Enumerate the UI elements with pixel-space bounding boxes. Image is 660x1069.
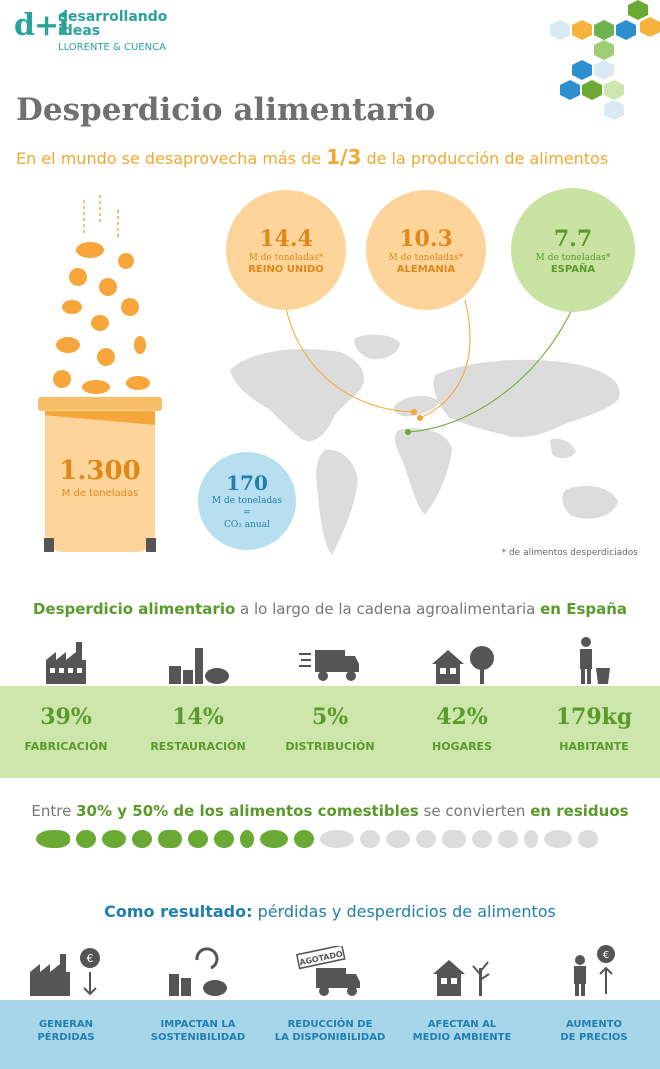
- factory-icon: [0, 636, 132, 686]
- fish-icon: [320, 830, 354, 848]
- food-icons-row: [36, 830, 598, 848]
- tomato-icon: [294, 830, 314, 848]
- food-service-icon: [132, 636, 264, 686]
- pear-icon: [240, 830, 254, 848]
- bin-wheel: [146, 538, 156, 552]
- bubble-espana: 7.7 M de toneladas* ESPAÑA: [511, 188, 635, 312]
- effect-icons: € AGOTADO €: [0, 945, 660, 998]
- bin-wheel: [44, 538, 54, 552]
- bubble-reino-unido: 14.4 M de toneladas* REINO UNIDO: [226, 190, 346, 310]
- recycle-icon: [132, 947, 264, 998]
- logo-subtitle: LLORENTE & CUENCA: [58, 42, 166, 53]
- result-title: Como resultado: pérdidas y desperdicios …: [104, 902, 556, 921]
- hexagon-decoration: [550, 0, 660, 120]
- meat-icon: [260, 830, 288, 848]
- truck-icon: [264, 636, 396, 686]
- effect-disponibilidad: REDUCCIÓN DE LA DISPONIBILIDAD: [274, 1019, 386, 1043]
- bubble-co2: 170 M de toneladas = CO₂ anual: [198, 452, 296, 550]
- chicken-icon: [188, 830, 208, 848]
- apple-icon: [76, 830, 96, 848]
- effect-perdidas: GENERAN PÉRDIDAS: [37, 1019, 95, 1043]
- environment-icon: [396, 948, 528, 998]
- tomato-icon: [578, 830, 598, 848]
- stat-fabricacion: 39% FABRICACIÓN: [24, 704, 108, 753]
- chain-title: Desperdicio alimentario a lo largo de la…: [32, 600, 628, 618]
- effect-medio-ambiente: AFECTAN AL MEDIO AMBIENTE: [412, 1019, 512, 1043]
- pear-icon: [524, 830, 538, 848]
- lemon-icon: [416, 830, 436, 848]
- subtitle: En el mundo se desaprovecha más de 1/3 d…: [16, 145, 609, 169]
- effect-sostenibilidad: IMPACTAN LA SOSTENIBILIDAD: [150, 1019, 246, 1043]
- stat-distribucion: 5% DISTRIBUCIÓN: [285, 704, 375, 753]
- bubble-alemania: 10.3 M de toneladas* ALEMANIA: [366, 190, 486, 310]
- stat-habitante: 179kg HABITANTE: [555, 704, 633, 753]
- salad-icon: [102, 830, 126, 848]
- chicken-icon: [472, 830, 492, 848]
- stats-row: 39% FABRICACIÓN 14% RESTAURACIÓN 5% DISTRIB…: [0, 704, 660, 753]
- world-map: [230, 334, 620, 555]
- page-title: Desperdicio alimentario: [16, 92, 436, 128]
- price-increase-icon: €: [528, 945, 660, 998]
- house-icon: [396, 636, 528, 686]
- footnote: * de alimentos desperdiciados: [501, 548, 638, 558]
- effects-row: GENERAN PÉRDIDAS IMPACTAN LA SOSTENIBILIDA…: [0, 1018, 660, 1044]
- logo-text: desarrollando ideas: [58, 9, 168, 39]
- svg-text:€: €: [87, 952, 94, 965]
- effect-precios: AUMENTO DE PRECIOS: [560, 1019, 628, 1043]
- apple-icon: [498, 830, 518, 848]
- bin-unit: M de toneladas: [61, 488, 139, 499]
- logo-mark: d+i: [14, 8, 70, 43]
- svg-text:€: €: [603, 950, 609, 961]
- stat-hogares: 42% HOGARES: [431, 704, 492, 753]
- connector-lines: [285, 299, 575, 435]
- factory-loss-icon: €: [0, 948, 132, 998]
- banana-icon: [158, 830, 182, 848]
- effects-band: [0, 1000, 660, 1069]
- stats-band: [0, 686, 660, 778]
- apple-icon: [360, 830, 380, 848]
- salad-icon: [386, 830, 410, 848]
- out-of-stock-truck-icon: AGOTADO: [264, 946, 396, 998]
- meat-icon: [544, 830, 572, 848]
- falling-food-icon: [53, 195, 150, 394]
- banana-icon: [442, 830, 466, 848]
- apple-icon: [214, 830, 234, 848]
- waste-bin-icon: [45, 410, 155, 552]
- person-bin-icon: [528, 636, 660, 686]
- chain-icons: [0, 636, 660, 686]
- stat-restauracion: 14% RESTAURACIÓN: [150, 704, 246, 753]
- edible-title: Entre 30% y 50% de los alimentos comesti…: [31, 802, 629, 820]
- bin-lid: [38, 397, 162, 411]
- bin-value: 1.300: [59, 456, 141, 486]
- fish-icon: [36, 830, 70, 848]
- lemon-icon: [132, 830, 152, 848]
